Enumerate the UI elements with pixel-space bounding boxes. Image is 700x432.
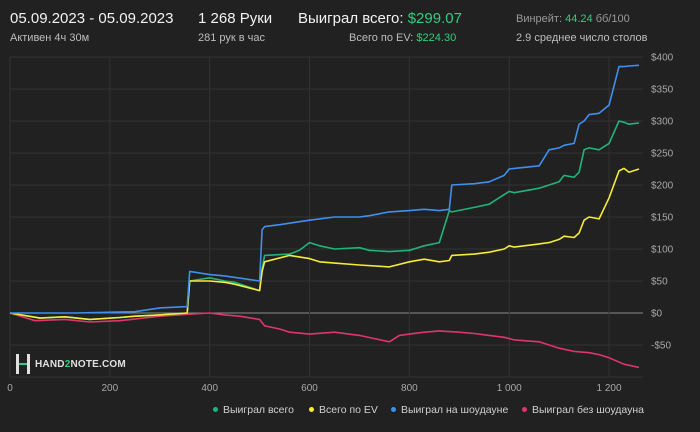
won-total-value: $299.07 xyxy=(407,10,462,27)
legend-dot xyxy=(213,406,218,412)
won-total-label: Выиграл всего: xyxy=(298,10,404,27)
series-line-won-total xyxy=(9,120,640,321)
legend-item-no-showdown[interactable]: Выиграл без шоудауна xyxy=(522,404,644,422)
won-total: Выиграл всего: $299.07 xyxy=(298,10,462,27)
y-tick-label: $350 xyxy=(651,85,674,96)
legend-label: Выиграл без шоудауна xyxy=(532,404,644,416)
legend-label: Выиграл на шоудауне xyxy=(401,404,509,416)
x-tick-label: 1 200 xyxy=(597,383,622,394)
hands-count: 1 268 Руки xyxy=(198,10,273,27)
hand2note-logo-icon xyxy=(16,354,30,374)
winrate: Винрейт: 44.24 бб/100 xyxy=(516,13,630,25)
legend-label: Выиграл всего xyxy=(223,404,294,416)
y-tick-label: $250 xyxy=(651,149,674,160)
ev-total-label: Всего по EV: xyxy=(349,32,414,44)
legend-dot xyxy=(522,406,527,412)
legend-item-won-total[interactable]: Выиграл всего xyxy=(213,404,294,422)
winrate-unit: бб/100 xyxy=(595,13,630,25)
legend-item-ev-total[interactable]: Всего по EV xyxy=(309,404,378,422)
hand2note-logo: HAND 2 NOTE.COM xyxy=(16,353,126,375)
legend-dot xyxy=(391,406,396,412)
winrate-label: Винрейт: xyxy=(516,13,563,25)
y-tick-label: $0 xyxy=(651,309,663,320)
legend-item-showdown[interactable]: Выиграл на шоудауне xyxy=(391,404,508,422)
y-tick-label: $100 xyxy=(651,245,674,256)
ev-total-value: $224.30 xyxy=(416,32,457,44)
logo-text-right: NOTE.COM xyxy=(70,358,126,370)
chart-series xyxy=(9,64,640,369)
series-line-showdown xyxy=(10,64,640,314)
winrate-value: 44.24 xyxy=(565,13,593,25)
x-tick-label: 400 xyxy=(201,383,218,394)
chart-grid xyxy=(9,56,643,378)
x-tick-label: 1 000 xyxy=(497,383,522,394)
y-tick-label: $400 xyxy=(651,53,674,64)
series-line-ev-total xyxy=(9,167,640,321)
chart-axes: -$50 $0 $50 $100 $150 $200 $250 $300 $350 $400 0 20… xyxy=(7,53,673,395)
y-tick-label: $50 xyxy=(651,277,668,288)
x-tick-label: 600 xyxy=(301,383,318,394)
logo-text-left: HAND xyxy=(35,358,65,370)
avg-tables: 2.9 среднее число столов xyxy=(516,32,648,44)
ev-total: Всего по EV: $224.30 xyxy=(349,32,456,44)
series-line-no-showdown xyxy=(9,312,640,369)
y-tick-label: $300 xyxy=(651,117,674,128)
y-tick-label: $150 xyxy=(651,213,674,224)
y-tick-label: -$50 xyxy=(651,341,671,352)
profit-chart: -$50 $0 $50 $100 $150 $200 $250 $300 $350 $400 0 20… xyxy=(7,53,673,395)
legend-label: Всего по EV xyxy=(319,404,378,416)
logo-text-mid: 2 xyxy=(64,358,71,370)
x-tick-label: 0 xyxy=(7,383,13,394)
active-duration: Активен 4ч 30м xyxy=(10,32,90,44)
hands-per-hour: 281 рук в час xyxy=(198,32,266,44)
x-tick-label: 200 xyxy=(101,383,118,394)
date-range: 05.09.2023 - 05.09.2023 xyxy=(10,10,174,27)
y-tick-label: $200 xyxy=(651,181,674,192)
stats-header: 05.09.2023 - 05.09.2023 Активен 4ч 30м 1… xyxy=(0,0,700,52)
legend-dot xyxy=(309,406,314,412)
x-tick-label: 800 xyxy=(401,383,418,394)
